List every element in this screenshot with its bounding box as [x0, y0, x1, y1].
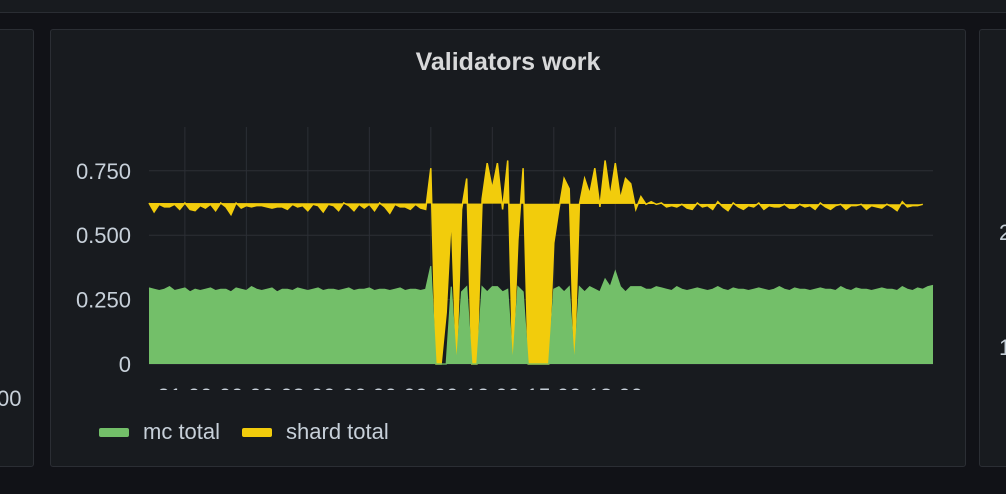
- series-mc-total-line: [148, 265, 934, 365]
- legend-item-mc-total[interactable]: mc total: [99, 419, 220, 445]
- x-tick-label: 21:00: [157, 384, 212, 390]
- x-tick-label: 12:00: [465, 384, 520, 390]
- left-panel: 00: [0, 29, 34, 467]
- legend-item-shard-total[interactable]: shard total: [242, 419, 389, 445]
- y-tick-label: 0.250: [76, 288, 131, 313]
- legend-label-mc: mc total: [143, 419, 221, 444]
- legend-swatch-mc: [99, 427, 129, 437]
- x-tick-label: 03:00: [280, 384, 335, 390]
- series-mc-total-area: [149, 266, 933, 364]
- legend-label-shard: shard total: [286, 419, 389, 444]
- legend: mc total shard total: [99, 419, 411, 445]
- x-tick-label: 00:00: [219, 384, 274, 390]
- y-tick-label: 0.500: [76, 223, 131, 248]
- top-bar: [0, 0, 1006, 13]
- y-tick-label: 0: [119, 352, 131, 377]
- right-panel: 2 1: [979, 29, 1006, 467]
- right-panel-tick-2: 1: [999, 335, 1006, 360]
- y-tick-label: 0.750: [76, 159, 131, 184]
- x-tick-label: 06:00: [342, 384, 397, 390]
- right-panel-tick-1: 2: [999, 220, 1006, 245]
- chart-area[interactable]: 0 0.250 0.500 0.750 21:00 00:00 03:00 06:00 09:0…: [51, 30, 967, 390]
- x-tick-label: 18:00: [588, 384, 643, 390]
- legend-swatch-shard: [242, 427, 273, 437]
- validators-work-panel[interactable]: Validators work 0 0.250 0.500 0.750 21:00 00:…: [50, 29, 966, 467]
- panel-title[interactable]: Validators work: [415, 48, 601, 76]
- x-tick-label: 15:00: [526, 384, 581, 390]
- left-panel-axis-label: 00: [0, 386, 22, 411]
- series-shard-total-area: [149, 160, 923, 364]
- x-tick-label: 09:00: [403, 384, 458, 390]
